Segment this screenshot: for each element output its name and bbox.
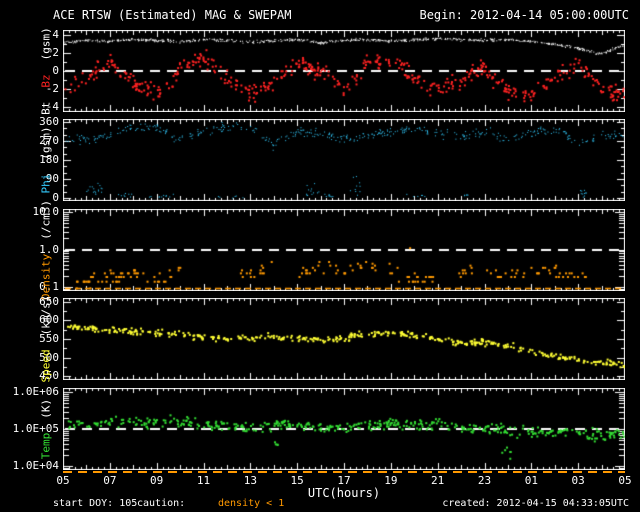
x-tick-label: 13 (243, 474, 257, 487)
ylabel-part: Temp (39, 432, 53, 460)
x-tick-label: 03 (571, 474, 585, 487)
panel-ylabel-temp: Temp (K) (40, 392, 53, 466)
y-tick-label: 0 (52, 190, 59, 204)
x-tick-label: 07 (103, 474, 117, 487)
ylabel-part: Bz (39, 74, 53, 88)
x-axis-label: UTC(hours) (307, 486, 381, 500)
ylabel-part: Phi (39, 173, 53, 194)
density-caution-strip (63, 471, 625, 473)
plot-title: ACE RTSW (Estimated) MAG & SWEPAM (53, 8, 292, 22)
y-tick-label: 0 (52, 64, 59, 77)
y-tick-label: 270 (39, 134, 59, 148)
panel-density (63, 209, 625, 291)
y-tick-label: -4 (45, 100, 59, 114)
panel-ylabel-bt-bz: Bt Bz (gsm) (40, 20, 53, 122)
y-tick-label: 4 (52, 27, 59, 41)
y-tick-label: 180 (39, 153, 59, 166)
x-tick-label: 19 (384, 474, 398, 487)
footer-start-doy: start DOY: 105 (53, 498, 138, 509)
x-tick-label: 21 (431, 474, 445, 487)
temp-canvas (63, 388, 625, 470)
x-tick-label: 23 (477, 474, 492, 487)
begin-timestamp: Begin: 2012-04-14 05:00:00UTC (419, 8, 629, 22)
panel-bt-bz (63, 30, 625, 112)
panel-temp (63, 388, 625, 470)
x-tick-label: 05 (618, 474, 632, 487)
ylabel-part: (gsm) (39, 27, 53, 61)
x-tick-label: 09 (150, 474, 164, 487)
y-tick-label: -2 (45, 82, 59, 96)
y-tick-label: 2 (52, 45, 59, 59)
footer-caution-label: caution: (137, 498, 186, 509)
ylabel-part: (gsm) (39, 126, 53, 160)
y-tick-label: 500 (39, 350, 59, 364)
ylabel-part: Bt (39, 101, 53, 115)
ylabel-part: (km/s) (39, 295, 53, 336)
speed-canvas (63, 298, 625, 380)
y-tick-label: 650 (39, 294, 59, 308)
y-tick-label: 90 (45, 171, 59, 185)
x-tick-label: 17 (337, 474, 351, 487)
phi-canvas (63, 119, 625, 201)
footer-caution-value: density < 1 (218, 498, 285, 509)
x-tick-label: 05 (56, 474, 70, 487)
y-tick-label: 1.0 (39, 242, 59, 256)
panel-speed (63, 298, 625, 380)
y-tick-label: 360 (39, 115, 59, 129)
ylabel-part: (K) (39, 398, 53, 419)
density-canvas (63, 209, 625, 291)
y-tick-label: 550 (39, 332, 59, 345)
panel-ylabel-phi: Phi (gsm) (40, 120, 53, 201)
y-tick-label: 10.0 (32, 204, 60, 218)
y-tick-label: 0.1 (39, 280, 59, 294)
y-tick-label: 1.0E+06 (12, 385, 59, 399)
y-tick-label: 600 (39, 313, 59, 327)
footer-created-timestamp: created: 2012-04-15 04:33:05UTC (442, 498, 629, 509)
bt-bz-canvas (63, 30, 625, 112)
ylabel-part: Speed (39, 349, 53, 383)
panel-ylabel-speed: Speed (km/s) (40, 289, 53, 390)
x-tick-label: 01 (524, 474, 538, 487)
x-tick-label: 11 (196, 474, 211, 487)
ylabel-part: (/cm3) (39, 199, 53, 240)
x-tick-label: 15 (290, 474, 304, 487)
y-tick-label: 450 (39, 369, 59, 383)
y-tick-label: 1.0E+05 (12, 422, 59, 436)
y-tick-label: 1.0E+04 (12, 459, 59, 473)
panel-phi (63, 119, 625, 201)
